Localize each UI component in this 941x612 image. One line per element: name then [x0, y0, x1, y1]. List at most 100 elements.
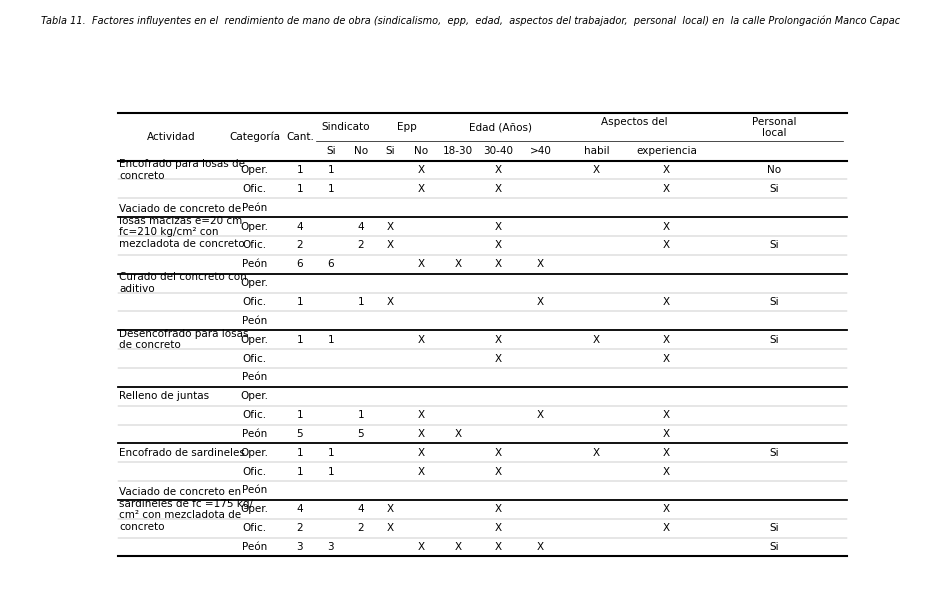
Text: Desencofrado para losas
de concreto: Desencofrado para losas de concreto: [120, 329, 248, 351]
Text: X: X: [494, 165, 502, 175]
Text: X: X: [662, 429, 670, 439]
Text: No: No: [354, 146, 368, 155]
Text: Relleno de juntas: Relleno de juntas: [120, 391, 209, 401]
Text: Ofic.: Ofic.: [243, 184, 267, 194]
Text: Si: Si: [769, 184, 779, 194]
Text: X: X: [494, 241, 502, 250]
Text: X: X: [662, 504, 670, 514]
Text: X: X: [662, 523, 670, 533]
Text: X: X: [662, 410, 670, 420]
Text: X: X: [494, 335, 502, 345]
Text: 1: 1: [327, 184, 334, 194]
Text: X: X: [662, 297, 670, 307]
Text: Personal: Personal: [752, 116, 796, 127]
Text: X: X: [494, 222, 502, 231]
Text: Oper.: Oper.: [241, 335, 269, 345]
Text: 1: 1: [296, 448, 303, 458]
Text: 1: 1: [296, 184, 303, 194]
Text: Ofic.: Ofic.: [243, 241, 267, 250]
Text: Peón: Peón: [242, 372, 267, 382]
Text: >40: >40: [530, 146, 551, 155]
Text: X: X: [418, 410, 424, 420]
Text: Peón: Peón: [242, 259, 267, 269]
Text: X: X: [662, 466, 670, 477]
Text: Peón: Peón: [242, 429, 267, 439]
Text: Si: Si: [769, 335, 779, 345]
Text: Cant.: Cant.: [286, 132, 314, 142]
Text: Encofrado de sardineles: Encofrado de sardineles: [120, 448, 245, 458]
Text: 5: 5: [296, 429, 303, 439]
Text: 3: 3: [296, 542, 303, 552]
Text: X: X: [494, 184, 502, 194]
Text: 18-30: 18-30: [443, 146, 473, 155]
Text: Oper.: Oper.: [241, 165, 269, 175]
Text: X: X: [418, 429, 424, 439]
Text: X: X: [662, 448, 670, 458]
Text: Epp: Epp: [396, 122, 416, 132]
Text: Ofic.: Ofic.: [243, 523, 267, 533]
Text: X: X: [662, 184, 670, 194]
Text: Peón: Peón: [242, 485, 267, 496]
Text: 1: 1: [296, 297, 303, 307]
Text: X: X: [387, 504, 394, 514]
Text: 2: 2: [296, 241, 303, 250]
Text: Aspectos del: Aspectos del: [601, 116, 668, 127]
Text: Peón: Peón: [242, 542, 267, 552]
Text: Vaciado de concreto en
sardineles de fc =175 kg/
cm² con mezcladota de
concreto: Vaciado de concreto en sardineles de fc …: [120, 487, 253, 532]
Text: 5: 5: [358, 429, 364, 439]
Text: Si: Si: [327, 146, 336, 155]
Text: 1: 1: [327, 335, 334, 345]
Text: X: X: [494, 354, 502, 364]
Text: X: X: [662, 335, 670, 345]
Text: X: X: [387, 297, 394, 307]
Text: X: X: [593, 335, 600, 345]
Text: Oper.: Oper.: [241, 391, 269, 401]
Text: X: X: [418, 335, 424, 345]
Text: 1: 1: [358, 410, 364, 420]
Text: 1: 1: [358, 297, 364, 307]
Text: Oper.: Oper.: [241, 448, 269, 458]
Text: X: X: [387, 222, 394, 231]
Text: Curado del concreto con
aditivo: Curado del concreto con aditivo: [120, 272, 247, 294]
Text: Si: Si: [769, 448, 779, 458]
Text: X: X: [662, 165, 670, 175]
Text: X: X: [455, 429, 462, 439]
Text: 2: 2: [296, 523, 303, 533]
Text: Vaciado de concreto de
losas macizas e=20 cm
fc=210 kg/cm² con
mezcladota de con: Vaciado de concreto de losas macizas e=2…: [120, 204, 245, 249]
Text: X: X: [494, 504, 502, 514]
Text: Si: Si: [386, 146, 395, 155]
Text: Edad (Años): Edad (Años): [470, 122, 533, 132]
Text: No: No: [414, 146, 428, 155]
Text: 1: 1: [296, 335, 303, 345]
Text: No: No: [767, 165, 781, 175]
Text: 30-40: 30-40: [483, 146, 513, 155]
Text: X: X: [537, 542, 544, 552]
Text: X: X: [662, 241, 670, 250]
Text: 2: 2: [358, 241, 364, 250]
Text: Peón: Peón: [242, 203, 267, 213]
Text: 1: 1: [327, 165, 334, 175]
Text: X: X: [387, 523, 394, 533]
Text: Oper.: Oper.: [241, 278, 269, 288]
Text: 1: 1: [327, 448, 334, 458]
Text: 2: 2: [358, 523, 364, 533]
Text: Peón: Peón: [242, 316, 267, 326]
Text: Categoría: Categoría: [230, 132, 280, 143]
Text: Ofic.: Ofic.: [243, 297, 267, 307]
Text: Encofrado para losas de
concreto: Encofrado para losas de concreto: [120, 159, 245, 181]
Text: habil: habil: [583, 146, 609, 155]
Text: X: X: [537, 410, 544, 420]
Text: Si: Si: [769, 241, 779, 250]
Text: X: X: [593, 165, 600, 175]
Text: Ofic.: Ofic.: [243, 410, 267, 420]
Text: Tabla 11.  Factores influyentes en el  rendimiento de mano de obra (sindicalismo: Tabla 11. Factores influyentes en el ren…: [41, 15, 900, 26]
Text: X: X: [537, 297, 544, 307]
Text: X: X: [387, 241, 394, 250]
Text: 4: 4: [296, 504, 303, 514]
Text: Sindicato: Sindicato: [322, 122, 370, 132]
Text: X: X: [418, 259, 424, 269]
Text: X: X: [593, 448, 600, 458]
Text: X: X: [494, 466, 502, 477]
Text: 4: 4: [358, 504, 364, 514]
Text: Si: Si: [769, 297, 779, 307]
